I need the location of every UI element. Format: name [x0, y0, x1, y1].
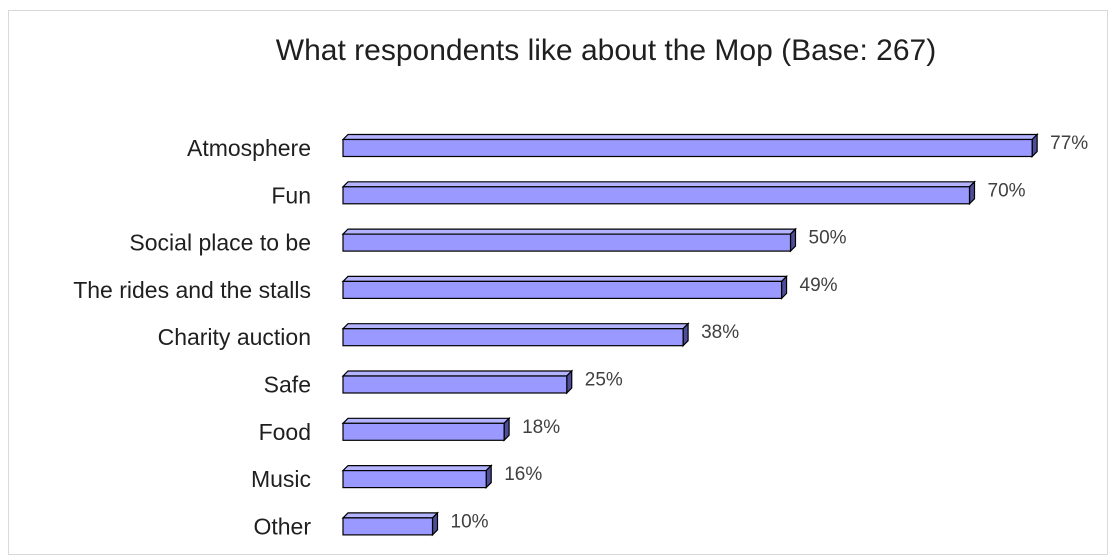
bar	[342, 328, 684, 347]
data-label: 77%	[1050, 133, 1088, 154]
data-label: 16%	[504, 464, 542, 485]
category-label: Social place to be	[129, 230, 311, 256]
category-label: Safe	[264, 372, 311, 398]
bar-group: Music 16%	[251, 464, 542, 492]
bar-top-face	[341, 323, 690, 330]
bar-group: Other 10%	[253, 511, 488, 539]
category-label: Atmosphere	[187, 135, 311, 161]
bar	[342, 280, 783, 299]
data-label: 70%	[988, 180, 1026, 201]
bar-group: Social place to be 50%	[129, 228, 846, 256]
data-label: 38%	[701, 322, 739, 343]
bar-top-face	[341, 370, 574, 377]
category-label: Fun	[271, 182, 311, 208]
bar-group: Fun 70%	[271, 180, 1025, 208]
data-label: 49%	[800, 275, 838, 296]
bar-group: Food 18%	[259, 417, 561, 445]
data-label: 50%	[809, 228, 847, 249]
bar-top-face	[341, 417, 511, 424]
bar	[342, 138, 1033, 158]
data-label: 25%	[585, 370, 623, 391]
category-label: Other	[253, 513, 311, 539]
bar-top-face	[341, 512, 439, 519]
bar-top-face	[341, 133, 1039, 141]
category-label: Music	[251, 466, 311, 492]
bar	[342, 422, 505, 441]
chart-title: What respondents like about the Mop (Bas…	[275, 34, 937, 67]
bar-top-face	[341, 275, 788, 282]
bar	[342, 470, 487, 489]
bar-group: Atmosphere 77%	[187, 133, 1088, 161]
category-label: Charity auction	[158, 324, 311, 350]
bar-group: Safe 25%	[264, 370, 623, 398]
bar-group: The rides and the stalls 49%	[73, 275, 837, 303]
data-label: 10%	[451, 511, 489, 532]
data-label: 18%	[522, 417, 560, 438]
bar	[342, 186, 971, 205]
bar-top-face	[341, 181, 976, 188]
bar	[342, 233, 792, 252]
bar-group: Charity auction 38%	[158, 322, 740, 350]
category-label: The rides and the stalls	[73, 277, 311, 303]
bar-top-face	[341, 228, 797, 235]
bar	[342, 517, 434, 536]
category-label: Food	[259, 419, 311, 445]
bar	[342, 375, 568, 394]
bar-top-face	[341, 465, 493, 472]
